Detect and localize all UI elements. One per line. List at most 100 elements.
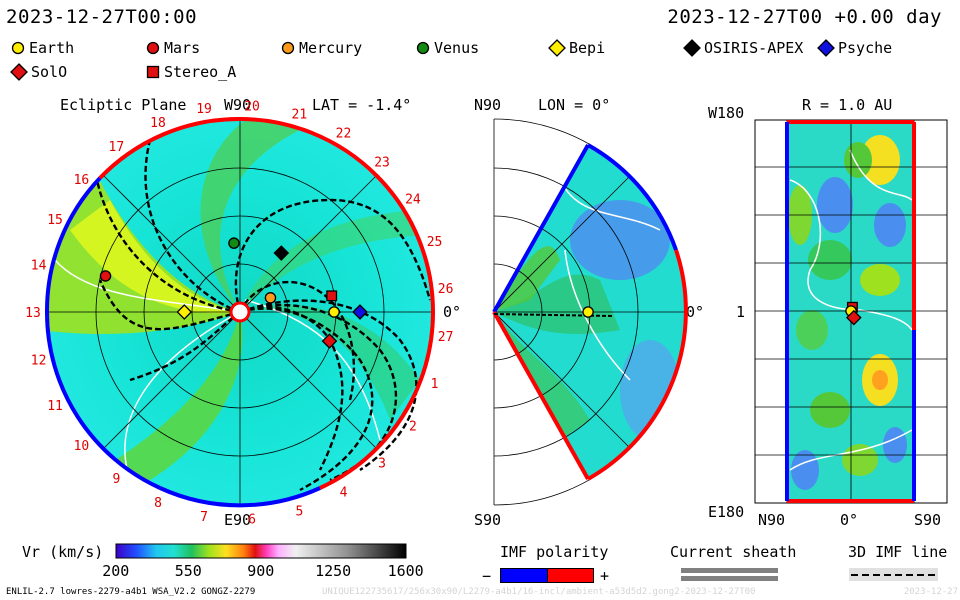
body-marker-earth [328,306,340,318]
date-footer: 2023-12-27 [903,587,958,597]
carrington-tick-labels: 19 20212223242526271234567891011121314151… [25,99,453,527]
carrington-tick-label: 17 [109,140,125,155]
carrington-tick-label: 3 [378,457,386,472]
map-y-mid-label: 1 [736,303,746,321]
datetime-label: 2023-12-27T00:00 [6,6,198,28]
sun-marker [229,301,251,323]
body-marker-mercury [264,292,277,304]
legend-item-mars: Mars [145,39,200,57]
imf-positive-swatch [547,568,594,583]
body-marker-osiris-apex [273,245,290,261]
square-marker-icon [146,65,160,79]
ecliptic-lat-label: LAT = -1.4° [312,96,412,114]
legend-label: SolO [31,63,68,81]
colorbar-tick-label: 550 [174,562,202,580]
carrington-tick-label: 6 [248,513,256,528]
relative-time-label: 2023-12-27T00 +0.00 day [667,6,942,28]
meridional-bodies [582,306,594,318]
carrington-tick-label: 13 [25,306,41,321]
legend-label: Earth [29,39,75,57]
colorbar-tick-label: 1250 [315,562,352,580]
ecliptic-zero-label: 0° [443,303,462,321]
carrington-tick-label: 12 [31,354,47,369]
meridional-north-label: N90 [474,96,502,114]
legend-item-earth: Earth [10,39,74,57]
map-title: R = 1.0 AU [802,96,893,114]
carrington-tick-label: 20 [244,99,260,114]
ecliptic-title: Ecliptic Plane [60,96,187,114]
map-bodies [845,301,862,326]
carrington-tick-label: 27 [438,330,454,345]
carrington-tick-label: 21 [292,108,308,123]
current-sheath-swatch [681,568,778,581]
legend-label: Mercury [299,39,363,57]
imf-polarity-title: IMF polarity [500,543,609,561]
imf-negative-swatch [500,568,549,583]
colorbar-tick-label: 900 [247,562,275,580]
carrington-tick-label: 23 [374,155,390,170]
colorbar-tick-label: 200 [102,562,130,580]
carrington-tick-label: 16 [74,173,90,188]
legend-item-osiris-apex: OSIRIS-APEX [683,39,803,57]
imf-plus-label: + [600,567,610,585]
ecliptic-polarity-rim [44,116,436,508]
colorbar-label: Vr (km/s) [22,543,104,561]
carrington-tick-label: 5 [295,504,303,519]
legend-label: OSIRIS-APEX [704,39,804,57]
diamond-marker-icon [10,63,28,81]
ecliptic-south-label: E90 [224,511,252,529]
meridional-lon-label: LON = 0° [538,96,611,114]
carrington-tick-label: 7 [200,510,208,525]
legend-label: Stereo_A [164,63,237,81]
diamond-marker-icon [548,39,566,57]
body-marker-solo [846,309,862,326]
legend-item-solo: SolO [10,63,67,81]
map-x-label-zero: 0° [840,511,859,529]
map-y-bottom-label: E180 [708,503,745,521]
circle-marker-icon [281,41,295,55]
imf-minus-label: − [482,567,492,585]
body-marker-venus [228,237,240,249]
imf-line-title: 3D IMF line [848,543,948,561]
legend-label: Bepi [569,39,606,57]
carrington-tick-label: 19 [196,102,212,117]
meridional-zero-label: 0° [686,303,705,321]
map-x-label-south: S90 [914,511,942,529]
map-y-top-label: W180 [708,104,745,122]
carrington-tick-label: 8 [154,496,162,511]
colorbar-tick-label: 1600 [387,562,424,580]
legend-item-mercury: Mercury [280,39,362,57]
imf-line-swatch [849,568,938,581]
meridional-south-label: S90 [474,511,502,529]
diamond-marker-icon [683,39,701,57]
legend-label: Mars [164,39,201,57]
run-id-footer: UNIQUE122735617/256x30x90/L2279-a4b1/16-… [322,587,756,597]
carrington-tick-label: 25 [427,235,443,250]
current-sheath-title: Current sheath [670,543,797,561]
carrington-tick-label: 1 [431,377,439,392]
carrington-tick-label: 22 [336,127,352,142]
legend-item-psyche: Psyche [817,39,892,57]
carrington-tick-label: 24 [405,192,421,207]
legend-label: Venus [434,39,480,57]
body-marker-solo [321,333,338,349]
model-footer: ENLIL-2.7 lowres-2279-a4b1 WSA_V2.2 GONG… [6,587,256,597]
diamond-marker-icon [817,39,835,57]
ecliptic-north-label: W90 [224,96,252,114]
body-marker-mars [99,270,112,282]
map-x-label-north: N90 [758,511,786,529]
carrington-tick-label: 15 [47,213,63,228]
carrington-tick-label: 10 [74,439,90,454]
circle-marker-icon [11,41,25,55]
body-marker-psyche [352,304,368,320]
ecliptic-bodies [99,237,368,349]
carrington-tick-label: 26 [438,282,454,297]
legend-label: Psyche [838,39,893,57]
body-marker-stereo-a [326,290,338,302]
carrington-tick-label: 4 [340,485,348,500]
carrington-tick-label: 2 [409,420,417,435]
body-marker-bepi [176,304,193,320]
